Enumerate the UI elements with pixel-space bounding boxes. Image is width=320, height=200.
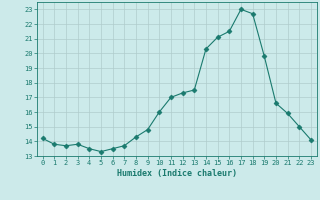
X-axis label: Humidex (Indice chaleur): Humidex (Indice chaleur) <box>117 169 237 178</box>
